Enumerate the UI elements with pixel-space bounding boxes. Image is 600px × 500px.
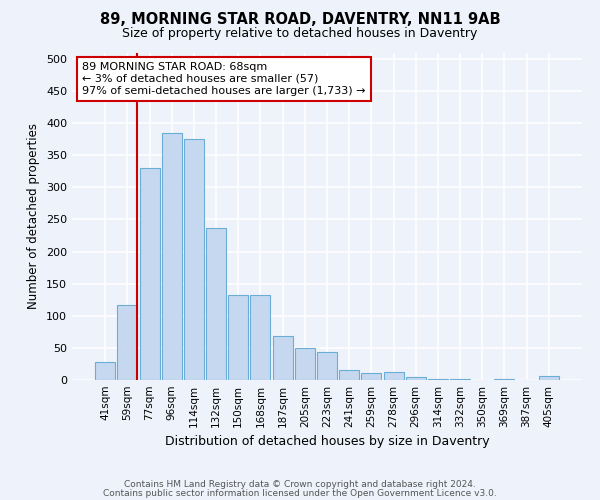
Bar [162, 133, 182, 380]
Bar [383, 372, 404, 380]
Bar [317, 352, 337, 380]
Bar [184, 139, 204, 380]
Bar [250, 294, 271, 380]
Text: 89, MORNING STAR ROAD, DAVENTRY, NN11 9AB: 89, MORNING STAR ROAD, DAVENTRY, NN11 9A… [100, 12, 500, 28]
X-axis label: Distribution of detached houses by size in Daventry: Distribution of detached houses by size … [164, 436, 490, 448]
Bar [406, 377, 426, 380]
Text: Contains HM Land Registry data © Crown copyright and database right 2024.: Contains HM Land Registry data © Crown c… [124, 480, 476, 489]
Bar [539, 376, 559, 380]
Text: 89 MORNING STAR ROAD: 68sqm
← 3% of detached houses are smaller (57)
97% of semi: 89 MORNING STAR ROAD: 68sqm ← 3% of deta… [82, 62, 366, 96]
Bar [228, 294, 248, 380]
Bar [206, 228, 226, 380]
Text: Size of property relative to detached houses in Daventry: Size of property relative to detached ho… [122, 28, 478, 40]
Bar [361, 373, 382, 380]
Bar [272, 336, 293, 380]
Bar [339, 370, 359, 380]
Bar [95, 362, 115, 380]
Y-axis label: Number of detached properties: Number of detached properties [28, 123, 40, 309]
Bar [428, 378, 448, 380]
Bar [140, 168, 160, 380]
Bar [118, 305, 137, 380]
Bar [295, 348, 315, 380]
Text: Contains public sector information licensed under the Open Government Licence v3: Contains public sector information licen… [103, 489, 497, 498]
